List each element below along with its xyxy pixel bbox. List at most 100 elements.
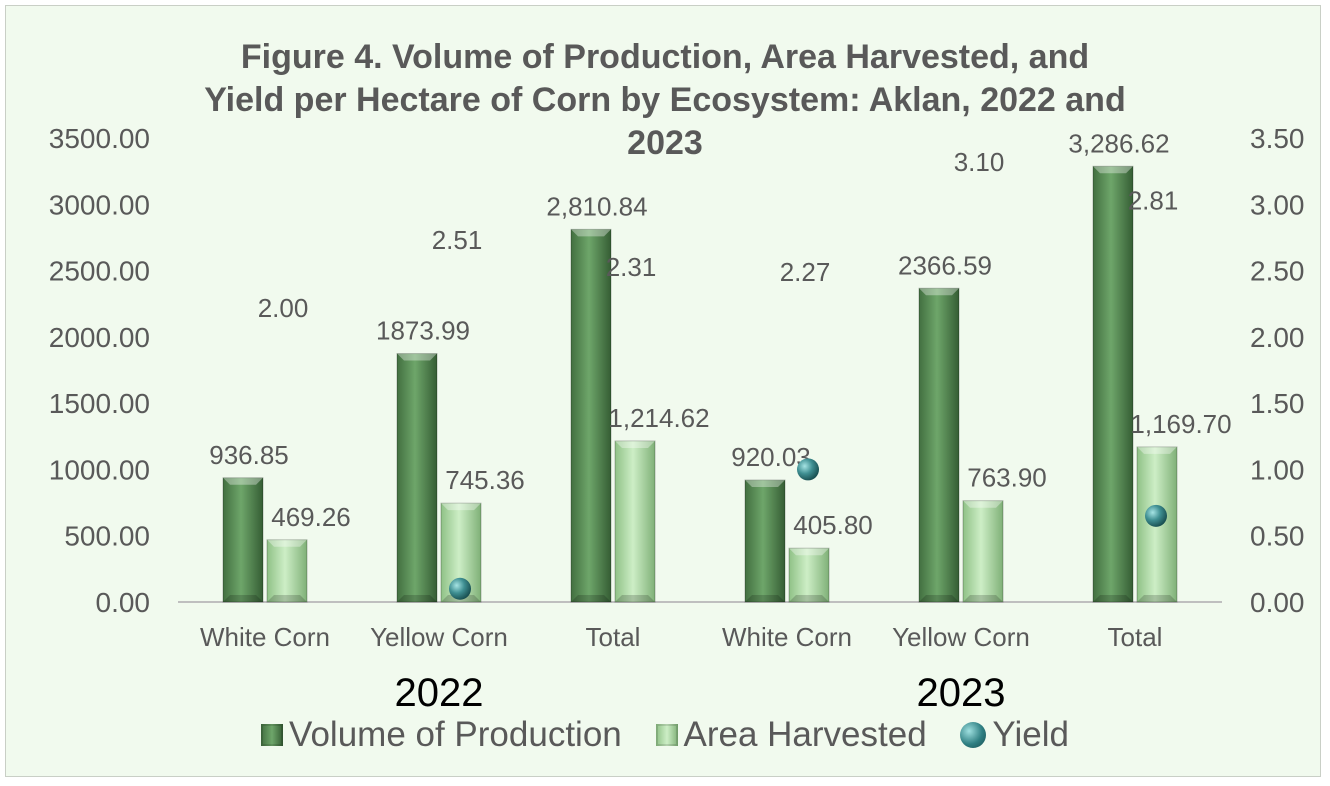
data-label-area: 405.80 xyxy=(793,510,873,540)
bar-volume-base xyxy=(745,595,785,602)
y-right-tick-label: 2.00 xyxy=(1250,322,1305,353)
bar-volume-body xyxy=(918,287,960,603)
y-right-tick-label: 0.50 xyxy=(1250,521,1305,552)
chart-title-line-3: 2023 xyxy=(627,124,703,162)
y-right-tick-label: 3.00 xyxy=(1250,189,1305,220)
bar-area xyxy=(962,500,1004,603)
data-label-area: 1,169.70 xyxy=(1130,409,1231,439)
data-label-area: 763.90 xyxy=(967,463,1047,493)
data-label-yield: 2.81 xyxy=(1128,185,1179,215)
x-tick-label: Total xyxy=(586,622,641,652)
legend-label-area: Area Harvested xyxy=(683,714,927,754)
bar-volume-base xyxy=(1093,595,1133,602)
bar-area-base xyxy=(1137,595,1177,602)
legend-label-volume: Volume of Production xyxy=(289,714,622,754)
bar-volume-base xyxy=(571,595,611,602)
bar-volume-base xyxy=(223,595,263,602)
bar-area-bevel xyxy=(267,539,307,547)
y-right-tick-label: 0.00 xyxy=(1250,587,1305,618)
bar-volume xyxy=(918,287,960,603)
y-left-tick-label: 3500.00 xyxy=(49,123,150,154)
bar-area xyxy=(788,547,830,603)
y-right-tick-label: 2.50 xyxy=(1250,256,1305,287)
y-left-tick-label: 0.00 xyxy=(96,587,151,618)
y-left-tick-label: 2000.00 xyxy=(49,322,150,353)
yield-marker xyxy=(449,577,471,600)
data-label-volume: 2,810.84 xyxy=(546,191,647,221)
group-label: 2023 xyxy=(917,671,1006,715)
bar-volume-bevel xyxy=(1093,166,1133,174)
data-label-yield: 2.00 xyxy=(258,293,309,323)
bar-area-bevel xyxy=(963,500,1003,508)
y-left-tick-label: 500.00 xyxy=(64,521,150,552)
x-tick-label: Yellow Corn xyxy=(370,622,508,652)
legend: Volume of Production Area Harvested Yiel… xyxy=(0,712,1330,755)
bar-volume xyxy=(1092,165,1134,603)
bar-volume xyxy=(570,228,612,603)
data-label-yield: 2.31 xyxy=(606,252,657,282)
data-label-yield: 3.10 xyxy=(954,147,1005,177)
y-left-tick-label: 3000.00 xyxy=(49,189,150,220)
y-left-tick-label: 1500.00 xyxy=(49,388,150,419)
bar-area xyxy=(266,539,308,603)
x-tick-label: White Corn xyxy=(200,622,330,652)
yield-marker xyxy=(1145,504,1167,527)
legend-label-yield: Yield xyxy=(992,714,1069,754)
data-label-volume: 3,286.62 xyxy=(1068,128,1169,158)
x-tick-label: White Corn xyxy=(722,622,852,652)
bar-volume-bevel xyxy=(397,353,437,361)
legend-item-volume: Volume of Production xyxy=(261,713,622,755)
bar-area-base xyxy=(615,595,655,602)
data-label-volume: 2366.59 xyxy=(898,250,992,280)
bar-volume-body xyxy=(1092,165,1134,603)
bar-area-body xyxy=(788,547,830,603)
data-label-area: 745.36 xyxy=(445,465,525,495)
legend-item-area: Area Harvested xyxy=(655,713,927,755)
y-right-tick-label: 1.50 xyxy=(1250,388,1305,419)
chart-title-line-1: Figure 4. Volume of Production, Area Har… xyxy=(240,38,1090,76)
data-label-area: 1,214.62 xyxy=(608,403,709,433)
data-label-yield: 2.51 xyxy=(432,225,483,255)
bar-volume-body xyxy=(744,479,786,603)
bar-volume-body xyxy=(570,228,612,603)
bar-volume-body xyxy=(222,477,264,603)
chart-title-line-2: Yield per Hectare of Corn by Ecosystem: … xyxy=(204,81,1126,119)
bar-volume xyxy=(396,353,438,603)
bar-area-bevel xyxy=(1137,446,1177,454)
data-label-volume: 1873.99 xyxy=(376,316,470,346)
legend-swatch-volume xyxy=(261,723,284,746)
bar-area-base xyxy=(267,595,307,602)
group-label: 2022 xyxy=(395,671,484,715)
bar-area-bevel xyxy=(789,548,829,556)
bar-area-body xyxy=(266,539,308,603)
x-tick-label: Total xyxy=(1108,622,1163,652)
bar-volume-bevel xyxy=(223,477,263,485)
chart-title: Figure 4. Volume of Production, Area Har… xyxy=(150,36,1180,165)
bar-area-bevel xyxy=(441,503,481,511)
bar-volume-base xyxy=(397,595,437,602)
bar-area-body xyxy=(962,500,1004,603)
bar-volume-bevel xyxy=(919,288,959,296)
y-right-tick-label: 1.00 xyxy=(1250,454,1305,485)
bar-volume-base xyxy=(919,595,959,602)
legend-item-yield: Yield xyxy=(960,713,1069,755)
y-right-tick-label: 3.50 xyxy=(1250,123,1305,154)
data-label-volume: 936.85 xyxy=(209,440,289,470)
legend-swatch-yield xyxy=(960,721,987,748)
bar-area-base xyxy=(789,595,829,602)
bar-volume-bevel xyxy=(571,229,611,237)
bar-volume xyxy=(744,479,786,603)
y-left-tick-label: 1000.00 xyxy=(49,454,150,485)
data-label-yield: 2.27 xyxy=(780,257,831,287)
data-label-area: 469.26 xyxy=(271,502,351,532)
bar-area xyxy=(614,440,656,603)
y-left-tick-label: 2500.00 xyxy=(49,256,150,287)
x-tick-label: Yellow Corn xyxy=(892,622,1030,652)
bar-area-base xyxy=(963,595,1003,602)
bar-volume xyxy=(222,477,264,603)
legend-swatch-area xyxy=(655,723,678,746)
bar-area-bevel xyxy=(615,440,655,448)
bar-volume-body xyxy=(396,353,438,603)
yield-marker xyxy=(797,458,819,481)
bar-area-body xyxy=(614,440,656,603)
